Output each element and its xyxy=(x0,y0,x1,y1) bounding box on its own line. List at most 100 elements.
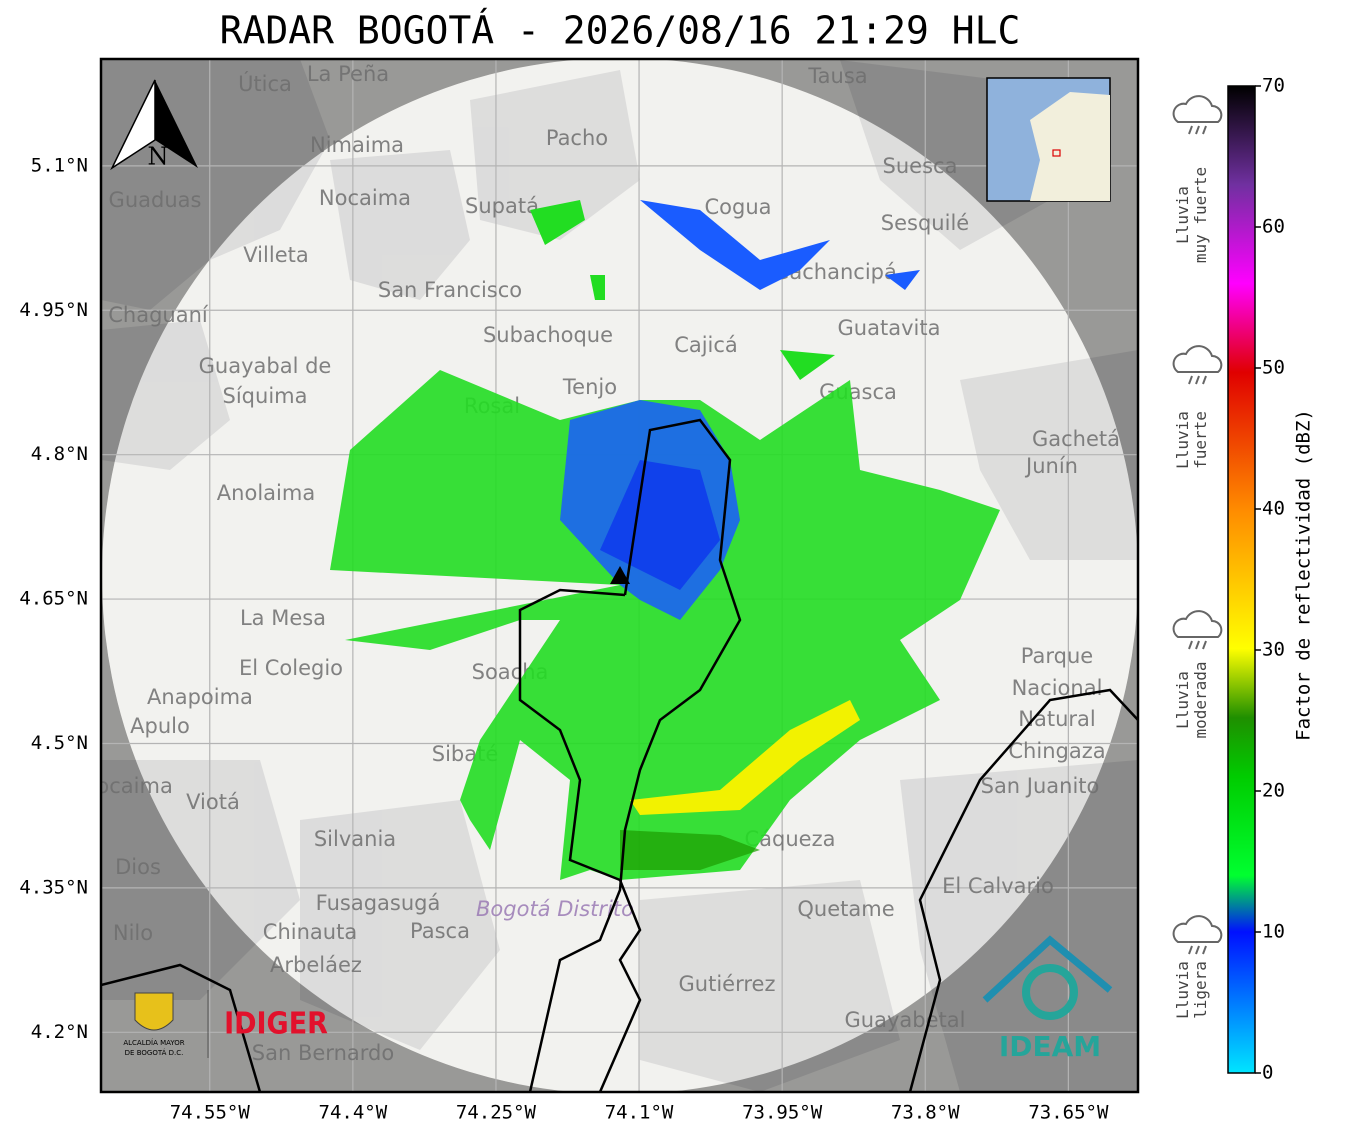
lat-tick-label: 4.8°N xyxy=(31,443,88,465)
lat-tick-label: 4.35°N xyxy=(19,876,88,898)
alcaldia-line: ALCALDÍA MAYOR xyxy=(123,1038,184,1047)
category-label: Lluvia xyxy=(1173,671,1192,729)
intensity-category: Lluvia fuerte xyxy=(1172,345,1223,469)
intensity-category: Lluvia muy fuerte xyxy=(1172,95,1223,263)
idiger-logo: IDIGER xyxy=(224,1007,328,1042)
lon-tick-label: 74.25°W xyxy=(456,1102,537,1124)
place-label: Sesquilé xyxy=(881,211,969,235)
boundaries xyxy=(101,418,1138,1092)
place-label: Chingaza xyxy=(1008,739,1105,763)
place-label: Guaduas xyxy=(109,188,202,212)
cloud-icon xyxy=(1172,95,1223,123)
place-label: Útica xyxy=(238,71,292,96)
colorbar-tick-label: 20 xyxy=(1262,780,1285,802)
lat-tick-label: 4.95°N xyxy=(19,299,88,321)
rain-icon xyxy=(1188,125,1207,135)
lon-tick-label: 74.55°W xyxy=(170,1102,251,1124)
colorbar-tick-label: 70 xyxy=(1262,75,1285,97)
lat-tick-label: 4.5°N xyxy=(31,732,88,754)
colorbar-tick-label: 10 xyxy=(1262,921,1285,943)
place-label: Silvania xyxy=(314,827,396,851)
category-label: Lluvia xyxy=(1173,411,1192,469)
place-label: San Bernardo xyxy=(252,1041,394,1065)
place-label: Tausa xyxy=(807,64,867,88)
place-label: Nocaima xyxy=(319,186,411,210)
category-label: Lluvia xyxy=(1173,961,1192,1019)
place-label: Gutiérrez xyxy=(679,972,776,996)
colorbar-ticks: 0 10 20 30 40 50 60 70 xyxy=(1255,75,1285,1084)
place-label: Junín xyxy=(1024,454,1078,478)
place-label: Síquima xyxy=(223,384,308,408)
colorbar-tick-label: 60 xyxy=(1262,216,1285,238)
place-label: Parque xyxy=(1021,644,1093,668)
category-label: moderada xyxy=(1191,661,1210,738)
place-label: Guayabal de xyxy=(199,354,332,378)
place-labels: La Peña Útica Tausa Pacho Nimaima Suesca Guadu… xyxy=(101,62,1120,1065)
north-label: N xyxy=(148,143,169,171)
colorbar xyxy=(1227,85,1256,1074)
place-label: Pacho xyxy=(546,126,608,150)
place-label: San Juanito xyxy=(981,774,1100,798)
place-label: Nacional xyxy=(1012,676,1103,700)
logo-ideam: IDEAM xyxy=(982,935,1113,1063)
place-label: Cogua xyxy=(704,195,771,219)
alcaldia-line: DE BOGOTÁ D.C. xyxy=(125,1048,184,1057)
place-label: Gachetá xyxy=(1032,427,1120,451)
place-label: Anolaima xyxy=(217,481,315,505)
colorbar-tick-label: 40 xyxy=(1262,498,1285,520)
place-label: La Peña xyxy=(307,62,389,86)
place-label: Fusagasugá xyxy=(316,891,441,915)
place-label: Cajicá xyxy=(674,333,738,357)
place-label: Viotá xyxy=(186,790,240,814)
plot-frame xyxy=(99,57,1140,1094)
place-label: Quetame xyxy=(797,897,894,921)
category-label: ligera xyxy=(1191,961,1210,1019)
rain-icon xyxy=(1188,640,1207,650)
place-label: Pasca xyxy=(410,919,470,943)
cloud-icon xyxy=(1172,610,1223,638)
lon-tick-label: 73.65°W xyxy=(1028,1102,1109,1124)
place-label: Apulo xyxy=(130,714,190,738)
place-label: Subachoque xyxy=(483,323,613,347)
place-label: Guayabetal xyxy=(845,1008,966,1032)
intensity-category: Lluvia ligera xyxy=(1172,915,1223,1019)
place-label: Chaguaní xyxy=(108,303,209,327)
district-label: Bogotá Distrito xyxy=(476,897,634,921)
colorbar-tick-label: 50 xyxy=(1262,357,1285,379)
place-label: El Colegio xyxy=(239,656,343,680)
place-label: Guatavita xyxy=(838,316,941,340)
title: RADAR BOGOTÁ - 2026/08/16 21:29 HLC xyxy=(220,9,1021,53)
lon-tick-label: 73.8°W xyxy=(891,1102,960,1124)
place-label: San Francisco xyxy=(378,278,522,302)
colorbar-tick-label: 30 xyxy=(1262,639,1285,661)
inset-marker xyxy=(1052,149,1061,157)
radar-site xyxy=(610,566,630,584)
place-label: Villeta xyxy=(243,243,308,267)
place-label: Dios xyxy=(115,855,161,879)
place-label: La Mesa xyxy=(240,606,326,630)
place-label: Supatá xyxy=(465,194,539,218)
category-label: muy fuerte xyxy=(1191,167,1210,263)
inset-land xyxy=(1030,92,1110,201)
rain-icon xyxy=(1188,375,1207,385)
lat-tick-label: 5.1°N xyxy=(31,154,88,176)
category-label: Lluvia xyxy=(1173,186,1192,244)
place-label: Suesca xyxy=(883,154,958,178)
place-label: Natural xyxy=(1018,707,1095,731)
rain-icon xyxy=(1188,945,1207,955)
place-label: Tenjo xyxy=(562,375,617,399)
lon-tick-label: 73.95°W xyxy=(742,1102,823,1124)
cloud-icon xyxy=(1172,345,1223,373)
place-label: Anapoima xyxy=(147,685,253,709)
ideam-logo: IDEAM xyxy=(999,1030,1101,1063)
map: La Peña Útica Tausa Pacho Nimaima Suesca Guadu… xyxy=(101,59,1138,1092)
lat-tick-label: 4.2°N xyxy=(31,1021,88,1043)
lon-tick-label: 74.1°W xyxy=(605,1102,674,1124)
lon-tick-label: 74.4°W xyxy=(319,1102,388,1124)
place-label: Nimaima xyxy=(310,133,404,157)
place-label: Arbeláez xyxy=(270,953,362,977)
category-label: fuerte xyxy=(1191,411,1210,469)
